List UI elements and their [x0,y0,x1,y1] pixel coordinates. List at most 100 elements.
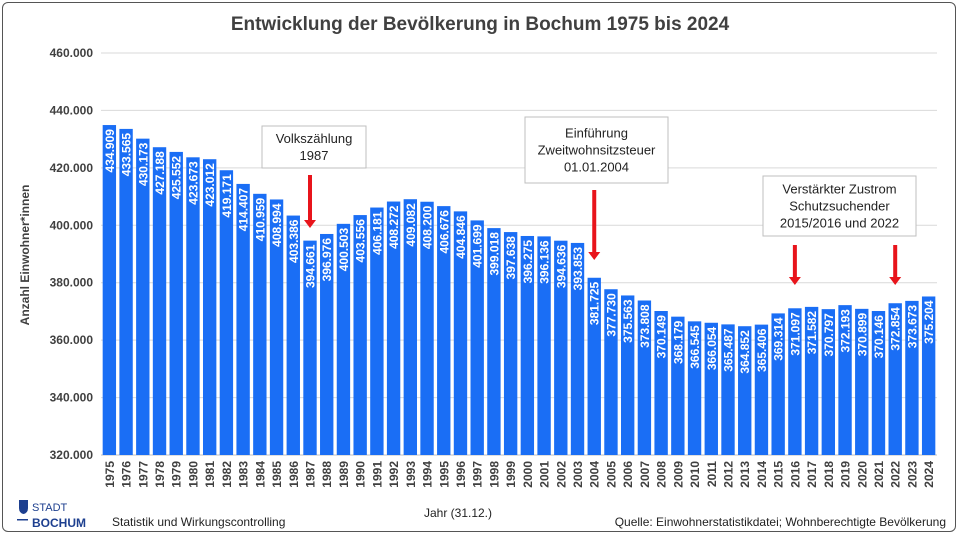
annotation-text: 01.01.2004 [564,160,629,175]
y-tick-label: 340.000 [50,391,94,405]
bar-1990 [353,215,367,455]
bar-1982 [219,170,234,456]
data-label: 423.012 [203,163,217,207]
bar-2015 [771,313,785,455]
data-label: 393.853 [571,247,585,291]
data-label: 419.171 [220,174,234,218]
bar-1976 [119,128,133,455]
department-text: Statistik und Wirkungscontrolling [112,515,285,529]
data-label: 406.676 [437,210,451,254]
bar-2006 [620,295,635,455]
x-tick-label: 2003 [571,461,585,488]
bar-1981 [202,159,217,455]
x-tick-label: 2018 [822,461,836,488]
arrow-head-icon [588,252,601,260]
bar-2008 [654,311,668,455]
bar-1988 [320,233,334,455]
data-label: 381.725 [588,281,602,325]
data-label: 399.018 [487,232,501,276]
data-label: 396.136 [538,240,552,284]
data-label: 403.556 [354,219,368,263]
bar-1977 [136,138,150,455]
data-label: 365.487 [722,328,736,372]
x-tick-label: 1978 [153,461,167,488]
bar-2009 [671,316,685,455]
data-label: 394.636 [554,244,568,288]
x-tick-label: 2000 [521,461,535,488]
annotation-text: Verstärkter Zustrom [782,182,896,197]
data-label: 372.854 [889,307,903,351]
data-label: 401.699 [471,224,485,268]
annotation-text: Volkszählung [276,131,353,146]
annotation-text: Einführung [565,126,628,141]
data-label: 434.909 [103,129,117,173]
x-tick-label: 2011 [705,461,719,487]
bar-2016 [788,308,802,455]
data-label: 430.173 [136,142,150,186]
data-label: 403.386 [287,219,301,263]
data-label: 396.275 [521,240,535,284]
bar-1985 [269,199,284,455]
data-label: 371.097 [788,312,802,356]
x-tick-label: 1991 [370,461,384,488]
annotations: Volkszählung 1987 Einführung Zweitwohnsitzs… [261,116,917,285]
annotation-box [524,116,669,184]
bar-2014 [754,324,769,455]
x-tick-label: 2017 [805,461,819,488]
data-label: 370.899 [855,313,869,357]
x-tick-label: 1976 [120,461,134,488]
x-tick-label: 1995 [437,461,451,488]
x-tick-label: 1983 [237,461,251,488]
x-tick-label: 2015 [772,461,786,488]
data-label: 423.673 [186,161,200,205]
data-label: 365.406 [755,328,769,372]
x-tick-label: 2010 [688,461,702,488]
data-label: 394.661 [304,244,318,288]
arrow-head-icon [788,277,801,285]
x-axis-ticks: 1975 1976 1977 1978 1979 1980 1981 1982 1983 1984… [103,461,936,488]
bar-1979 [169,151,183,455]
x-tick-label: 2012 [722,461,736,488]
y-axis-ticks: 320.000 340.000 360.000 380.000 400.000 420.0… [50,46,94,462]
data-label: 433.565 [120,133,134,177]
bar-2012 [721,324,735,455]
x-tick-label: 2008 [655,461,669,488]
logo-line [17,519,28,521]
x-tick-label: 2022 [889,461,903,488]
stadt-bochum-logo: STADT BOCHUM [17,500,86,530]
x-tick-label: 1988 [320,461,334,488]
data-label: 397.638 [504,236,518,280]
data-label: 366.545 [688,325,702,369]
x-tick-label: 1979 [170,461,184,488]
bar-2010 [687,321,702,455]
bar-1996 [453,211,468,455]
x-axis-label: Jahr (31.12.) [424,506,492,520]
bar-1998 [487,228,501,455]
annotation-3: Verstärkter Zustrom Schutzsuchender 2015/2… [762,175,917,285]
data-label: 373.673 [905,305,919,349]
bar-1997 [470,220,484,455]
annotation-text: Zweitwohnsitzsteuer [538,143,656,158]
x-tick-label: 2004 [588,461,602,488]
data-label: 404.846 [454,215,468,259]
y-tick-label: 440.000 [50,103,94,117]
bar-2013 [738,326,752,455]
y-tick-label: 320.000 [50,448,94,462]
x-tick-label: 1992 [387,461,401,488]
data-label: 409.082 [404,203,418,247]
x-tick-label: 1986 [287,461,301,488]
x-tick-label: 2001 [538,461,552,488]
x-tick-label: 2009 [671,461,685,488]
annotation-text: 1987 [300,148,329,163]
x-tick-label: 1982 [220,461,234,488]
data-label: 375.204 [922,300,936,344]
logo-stadt: STADT [32,502,68,514]
y-tick-label: 400.000 [50,218,94,232]
arrow-icon [792,245,797,278]
data-label: 370.149 [655,315,669,359]
x-tick-label: 2005 [604,461,618,488]
x-tick-label: 1984 [253,461,267,488]
y-tick-label: 420.000 [50,161,94,175]
